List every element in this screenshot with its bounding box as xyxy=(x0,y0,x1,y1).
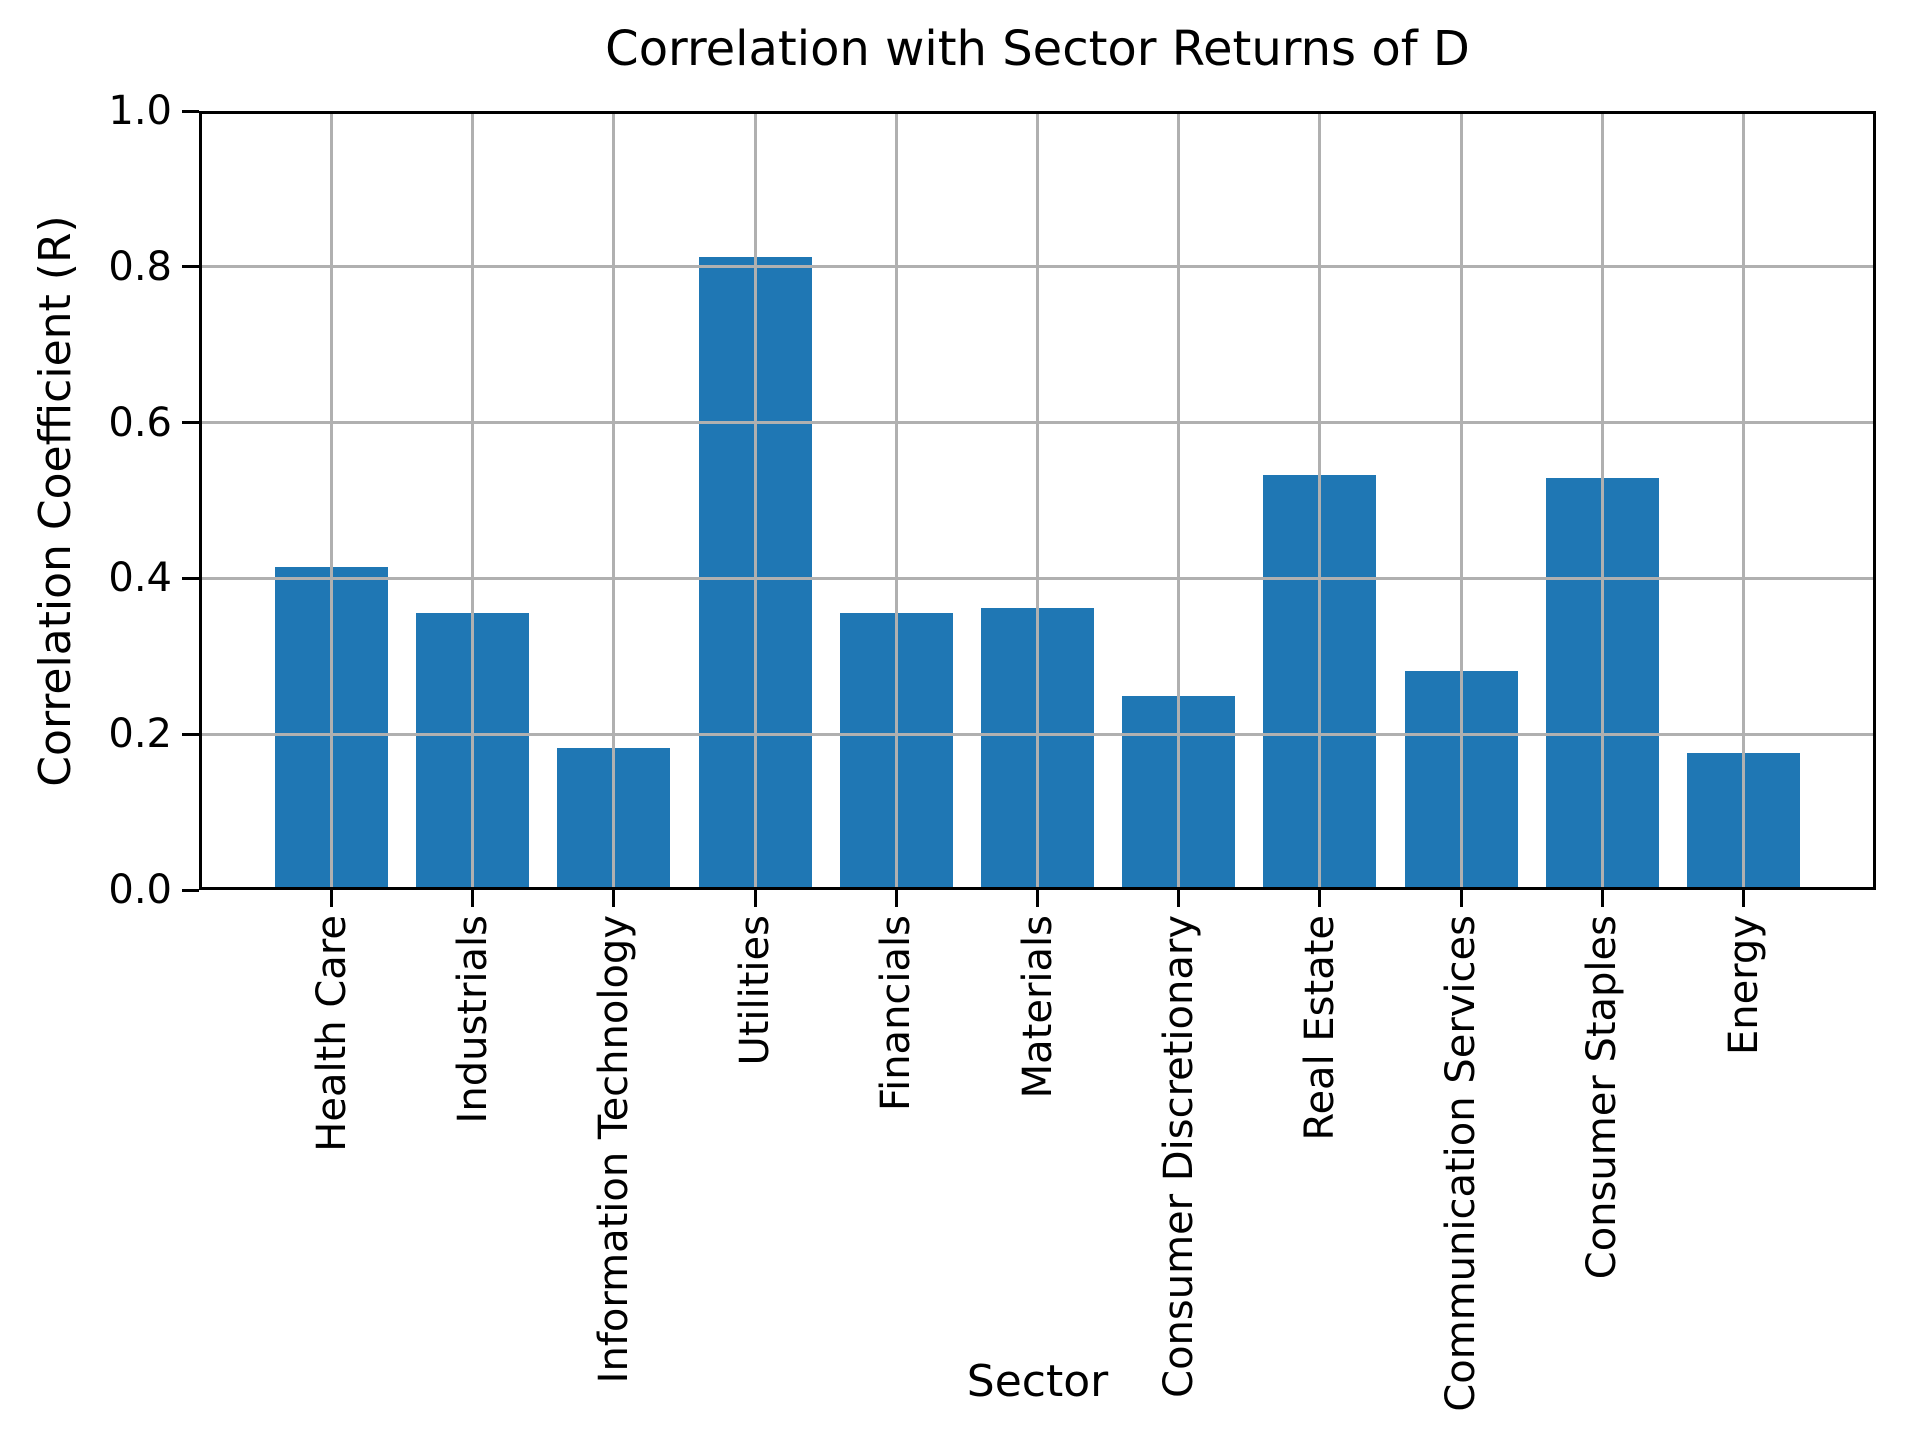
right-spine xyxy=(1873,111,1876,890)
y-tick-mark xyxy=(182,732,199,736)
x-tick-label-text: Consumer Discretionary xyxy=(1155,915,1202,1398)
v-gridline xyxy=(894,111,898,890)
y-tick-mark xyxy=(182,109,199,113)
v-gridline xyxy=(1177,111,1181,890)
x-tick-label-text: Materials xyxy=(1014,915,1061,1099)
y-tick-mark xyxy=(182,576,199,580)
y-tick-label: 1.0 xyxy=(108,88,172,134)
x-tick-label-text: Communication Services xyxy=(1438,915,1485,1412)
y-tick-mark xyxy=(182,265,199,269)
x-tick-mark xyxy=(753,890,757,907)
y-tick-label: 0.8 xyxy=(108,243,172,290)
bottom-spine xyxy=(199,887,1876,890)
y-tick-mark xyxy=(182,888,199,892)
x-tick-label-text: Industrials xyxy=(449,915,496,1124)
v-gridline xyxy=(471,111,475,890)
x-tick-mark xyxy=(1600,890,1604,907)
x-tick-mark xyxy=(471,890,475,907)
v-gridline xyxy=(1459,111,1463,890)
v-gridline xyxy=(753,111,757,890)
top-spine xyxy=(199,111,1876,114)
v-gridline xyxy=(1318,111,1322,890)
v-gridline xyxy=(1742,111,1745,890)
v-gridline xyxy=(330,111,333,890)
chart-title: Correlation with Sector Returns of D xyxy=(605,21,1470,77)
x-tick-label-text: Utilities xyxy=(732,915,779,1066)
x-tick-mark xyxy=(894,890,898,907)
y-tick-label: 0.2 xyxy=(108,711,172,758)
y-tick-label: 0.4 xyxy=(108,555,172,602)
x-tick-label-text: Financials xyxy=(873,915,920,1111)
v-gridline xyxy=(1036,111,1039,890)
y-axis-label: Correlation Coefficient (R) xyxy=(30,214,81,787)
x-tick-mark xyxy=(1036,890,1039,907)
x-tick-label-text: Consumer Staples xyxy=(1579,915,1626,1280)
x-tick-mark xyxy=(1177,890,1181,907)
x-tick-mark xyxy=(1459,890,1463,907)
left-spine xyxy=(199,111,202,890)
x-tick-mark xyxy=(1318,890,1322,907)
x-tick-mark xyxy=(330,890,333,907)
y-tick-label: 0.6 xyxy=(108,399,172,446)
v-gridline xyxy=(612,111,616,890)
x-tick-mark xyxy=(1742,890,1745,907)
x-tick-mark xyxy=(612,890,616,907)
x-tick-label-text: Health Care xyxy=(308,915,355,1152)
y-tick-mark xyxy=(182,421,199,425)
x-tick-label-text: Information Technology xyxy=(590,915,637,1384)
x-tick-label-text: Real Estate xyxy=(1296,915,1343,1141)
y-tick-label: 0.0 xyxy=(108,867,172,913)
plot-area xyxy=(199,111,1876,890)
x-tick-label-text: Energy xyxy=(1720,915,1767,1056)
v-gridline xyxy=(1600,111,1604,890)
x-axis-label: Sector xyxy=(966,1356,1109,1407)
